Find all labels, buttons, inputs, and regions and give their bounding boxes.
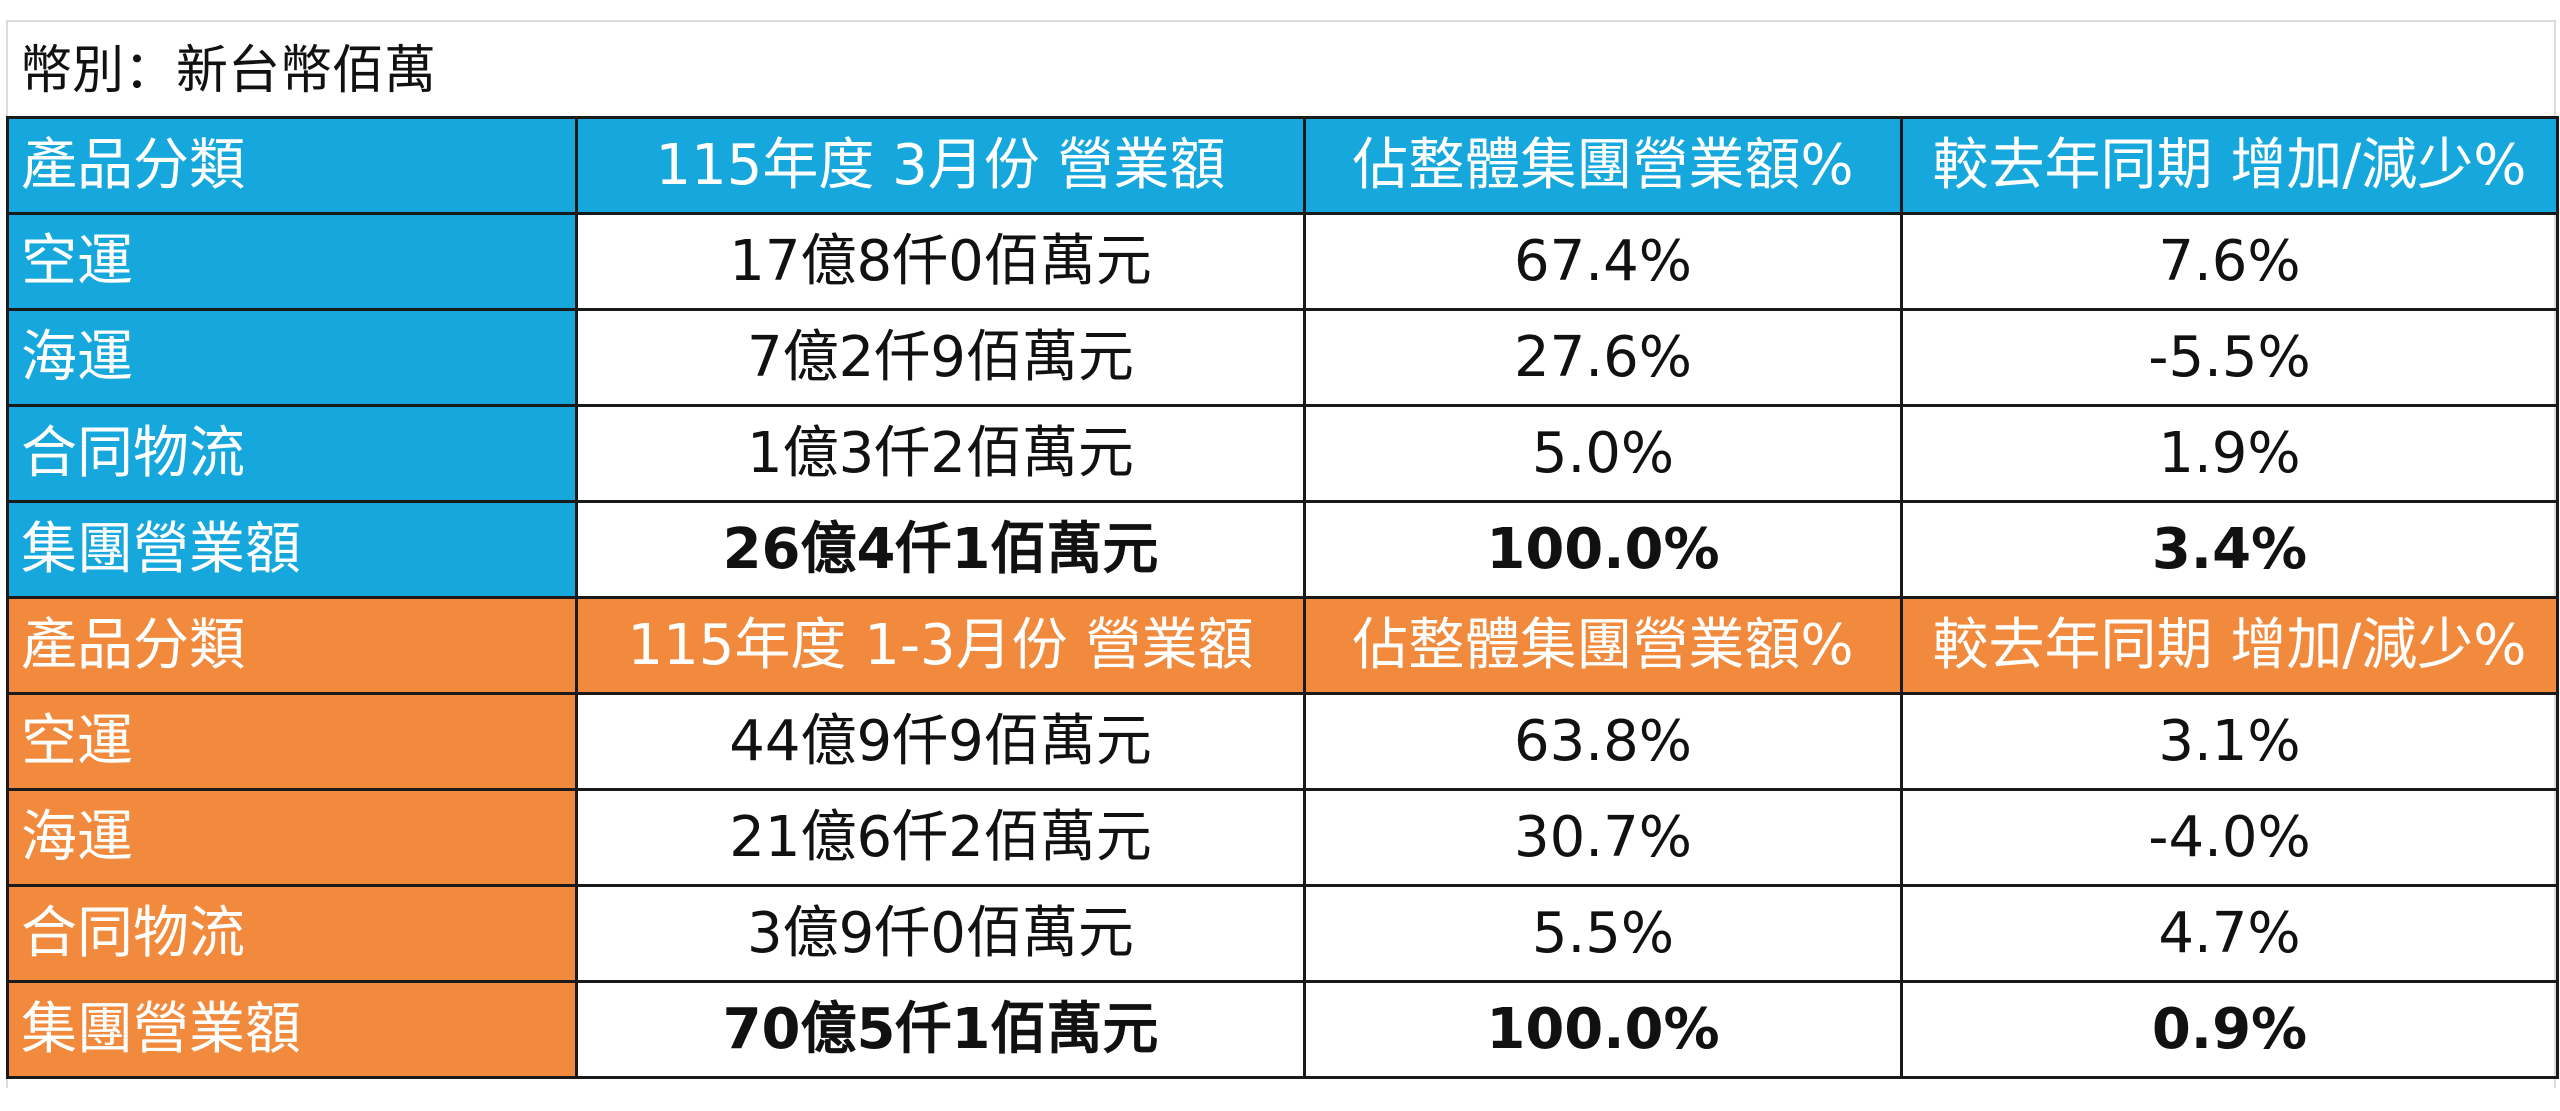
- row-share: 5.5%: [1303, 884, 1903, 983]
- row-category: 空運: [6, 692, 578, 791]
- row-yoy: 4.7%: [1900, 884, 2559, 983]
- section2-header-row: 產品分類 115年度 1-3月份 營業額 佔整體集團營業額% 較去年同期 增加/…: [6, 596, 2559, 695]
- table-row: 海運 7億2仟9佰萬元 27.6% -5.5%: [6, 308, 2559, 407]
- row-revenue: 3億9仟0佰萬元: [575, 884, 1306, 983]
- table-row: 海運 21億6仟2佰萬元 30.7% -4.0%: [6, 788, 2559, 887]
- row-yoy: 3.1%: [1900, 692, 2559, 791]
- total-revenue: 26億4仟1佰萬元: [575, 500, 1306, 599]
- table-row: 合同物流 1億3仟2佰萬元 5.0% 1.9%: [6, 404, 2559, 503]
- row-category: 海運: [6, 788, 578, 887]
- header-yoy: 較去年同期 增加/減少%: [1900, 116, 2559, 215]
- row-yoy: 7.6%: [1900, 212, 2559, 311]
- total-revenue: 70億5仟1佰萬元: [575, 980, 1306, 1079]
- header-share: 佔整體集團營業額%: [1303, 596, 1903, 695]
- header-revenue: 115年度 3月份 營業額: [575, 116, 1306, 215]
- row-yoy: -4.0%: [1900, 788, 2559, 887]
- header-category: 產品分類: [6, 116, 578, 215]
- row-revenue: 44億9仟9佰萬元: [575, 692, 1306, 791]
- row-share: 5.0%: [1303, 404, 1903, 503]
- row-category: 空運: [6, 212, 578, 311]
- row-share: 30.7%: [1303, 788, 1903, 887]
- header-revenue: 115年度 1-3月份 營業額: [575, 596, 1306, 695]
- table-row: 空運 17億8仟0佰萬元 67.4% 7.6%: [6, 212, 2559, 311]
- row-share: 27.6%: [1303, 308, 1903, 407]
- total-category: 集團營業額: [6, 500, 578, 599]
- header-category: 產品分類: [6, 596, 578, 695]
- row-revenue: 21億6仟2佰萬元: [575, 788, 1306, 887]
- table-row: 空運 44億9仟9佰萬元 63.8% 3.1%: [6, 692, 2559, 791]
- row-revenue: 17億8仟0佰萬元: [575, 212, 1306, 311]
- table-row: 合同物流 3億9仟0佰萬元 5.5% 4.7%: [6, 884, 2559, 983]
- total-row: 集團營業額 70億5仟1佰萬元 100.0% 0.9%: [6, 980, 2559, 1079]
- row-revenue: 7億2仟9佰萬元: [575, 308, 1306, 407]
- row-share: 67.4%: [1303, 212, 1903, 311]
- row-yoy: -5.5%: [1900, 308, 2559, 407]
- row-revenue: 1億3仟2佰萬元: [575, 404, 1306, 503]
- header-yoy: 較去年同期 增加/減少%: [1900, 596, 2559, 695]
- row-category: 海運: [6, 308, 578, 407]
- currency-label: 幣別：新台幣佰萬: [20, 41, 437, 101]
- row-category: 合同物流: [6, 884, 578, 983]
- row-category: 合同物流: [6, 404, 578, 503]
- total-category: 集團營業額: [6, 980, 578, 1079]
- section1-header-row: 產品分類 115年度 3月份 營業額 佔整體集團營業額% 較去年同期 增加/減少…: [6, 116, 2559, 215]
- total-share: 100.0%: [1303, 500, 1903, 599]
- row-share: 63.8%: [1303, 692, 1903, 791]
- total-row: 集團營業額 26億4仟1佰萬元 100.0% 3.4%: [6, 500, 2559, 599]
- total-yoy: 0.9%: [1900, 980, 2559, 1079]
- total-yoy: 3.4%: [1900, 500, 2559, 599]
- revenue-table: 產品分類 115年度 3月份 營業額 佔整體集團營業額% 較去年同期 增加/減少…: [6, 116, 2559, 1079]
- total-share: 100.0%: [1303, 980, 1903, 1079]
- row-yoy: 1.9%: [1900, 404, 2559, 503]
- header-share: 佔整體集團營業額%: [1303, 116, 1903, 215]
